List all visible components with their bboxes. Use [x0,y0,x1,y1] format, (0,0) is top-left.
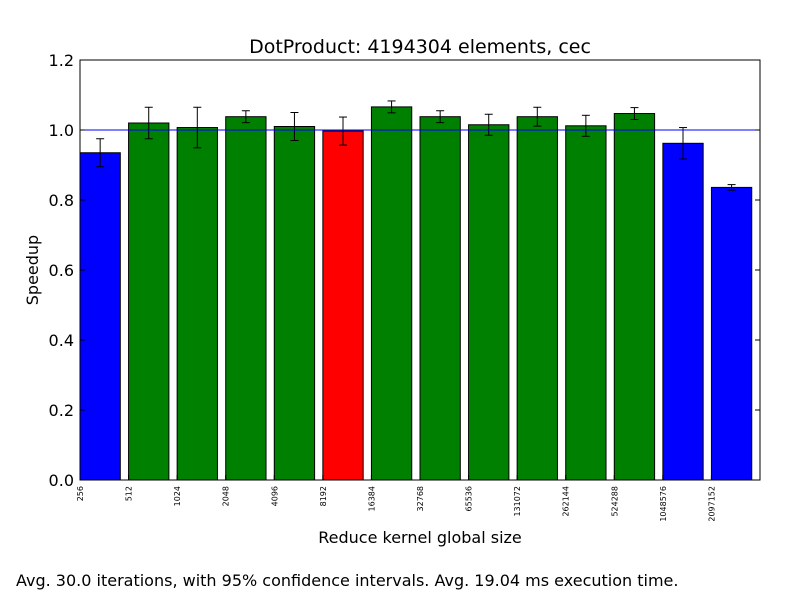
x-tick-label: 2097152 [707,486,716,522]
bar [662,142,704,481]
x-tick-label: 2048 [222,486,231,506]
y-tick-label: 0.2 [49,401,74,420]
y-tick-label: 0.8 [49,191,74,210]
x-tick-label: 16384 [367,486,376,511]
x-tick-label: 131072 [513,486,522,517]
x-axis-label: Reduce kernel global size [318,528,522,547]
y-tick-label: 1.0 [49,121,74,140]
bar [516,116,558,481]
x-tick-label: 512 [125,486,134,501]
x-tick-label: 256 [76,486,85,501]
y-tick-label: 0.6 [49,261,74,280]
bar [710,186,753,481]
bar [79,152,121,481]
x-tick-label: 1024 [173,486,182,506]
bar [613,113,656,481]
x-tick-label: 4096 [270,486,279,506]
y-axis-label: Speedup [23,235,42,305]
bar [322,130,364,481]
bar [225,116,267,481]
footnote: Avg. 30.0 iterations, with 95% confidenc… [16,571,679,590]
x-tick-label: 8192 [319,486,328,506]
chart-title: DotProduct: 4194304 elements, cec [249,36,591,58]
bar [370,106,413,481]
bar [419,116,461,481]
bar [128,122,170,481]
x-tick-label: 524288 [610,486,619,517]
bar [273,126,316,481]
x-tick-label: 32768 [416,486,425,511]
y-tick-label: 0.4 [49,331,74,350]
bar [565,125,607,481]
bar [176,127,218,481]
y-tick-label: 0.0 [49,471,74,490]
bar [468,124,510,481]
x-tick-label: 1048576 [659,486,668,522]
x-tick-label: 65536 [465,486,474,511]
x-tick-label: 262144 [562,486,571,517]
y-tick-label: 1.2 [49,51,74,70]
